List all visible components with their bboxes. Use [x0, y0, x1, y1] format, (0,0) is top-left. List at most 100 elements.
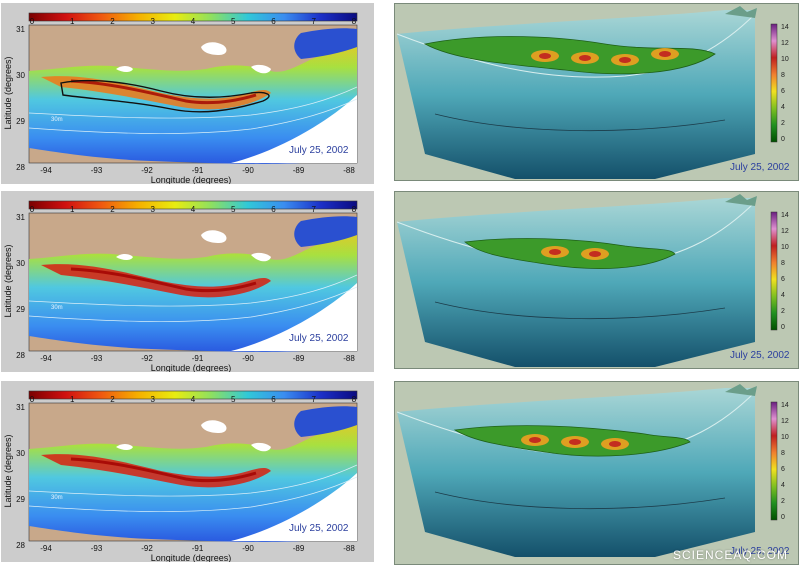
salinity-map-panel: 0 1 2 3 4 5 6 7 8 30m July 25, 2002 31 30 29 28 -94 -93 -…: [1, 191, 374, 372]
x-axis-title: Longitude (degrees): [151, 363, 232, 372]
latitude-tick-label: 28: [16, 163, 25, 172]
depth-tick-label: 0: [781, 514, 785, 521]
latitude-tick-label: 29: [16, 305, 25, 314]
latitude-tick-label: 29: [16, 117, 25, 126]
depth-colorbar: 14 12 10 8 6 4 2 0: [770, 211, 789, 331]
latitude-tick-label: 30: [16, 449, 25, 458]
longitude-tick-label: -92: [141, 544, 153, 553]
longitude-tick-label: -91: [192, 166, 204, 175]
longitude-tick-label: -88: [343, 544, 355, 553]
colorbar-tick-label: 4: [191, 205, 196, 214]
colorbar-tick-label: 2: [110, 205, 115, 214]
hypoxic-zone: [423, 36, 716, 75]
longitude-tick-label: -92: [141, 354, 153, 363]
longitude-tick-label: -89: [293, 354, 305, 363]
colorbar-tick-label: 7: [312, 17, 317, 26]
ocean-volume: [396, 194, 757, 367]
depth-tick-label: 8: [781, 72, 785, 79]
longitude-tick-label: -92: [141, 166, 153, 175]
depth-tick-label: 10: [781, 56, 789, 63]
hypoxia-3d-view-panel: 14 12 10 8 6 4 2 0 July 25, 2002: [394, 381, 799, 565]
x-axis-title: Longitude (degrees): [151, 553, 232, 562]
longitude-tick-label: -91: [192, 354, 204, 363]
longitude-tick-label: -93: [91, 354, 103, 363]
latitude-tick-label: 30: [16, 259, 25, 268]
colorbar-tick-label: 4: [191, 17, 196, 26]
depth-tick-label: 6: [781, 276, 785, 283]
depth-tick-label: 2: [781, 498, 785, 505]
hypoxia-3d-view-panel: 14 12 10 8 6 4 2 0 July 25, 2002: [394, 3, 799, 181]
latitude-tick-label: 31: [16, 403, 25, 412]
longitude-tick-label: -93: [91, 544, 103, 553]
y-axis-title: Latitude (degrees): [3, 56, 13, 129]
watermark: SCIENCEAQ.COM: [672, 548, 788, 562]
map-date: July 25, 2002: [289, 523, 349, 534]
depth-tick-label: 8: [781, 260, 785, 267]
y-axis-title: Latitude (degrees): [3, 244, 13, 317]
colorbar: 0 1 2 3 4 5 6 7 8: [28, 200, 358, 214]
hypoxic-zone: [464, 238, 676, 269]
latitude-tick-label: 30: [16, 71, 25, 80]
depth-tick-label: 14: [781, 24, 789, 31]
depth-tick-label: 0: [781, 136, 785, 143]
map-area: 30m: [28, 402, 358, 542]
outlined-region: [60, 79, 270, 113]
colorbar-tick-label: 1: [70, 17, 75, 26]
colorbar-tick-label: 4: [191, 395, 196, 404]
longitude-tick-label: -93: [91, 166, 103, 175]
colorbar-tick-label: 0: [30, 395, 35, 404]
longitude-tick-label: -94: [40, 166, 52, 175]
depth-tick-label: 12: [781, 228, 789, 235]
colorbar-tick-label: 1: [70, 205, 75, 214]
scene-date: July 25, 2002: [730, 350, 790, 361]
depth-tick-label: 6: [781, 466, 785, 473]
depth-tick-label: 12: [781, 40, 789, 47]
hypoxia-3d-view-panel: 14 12 10 8 6 4 2 0 July 25, 2002: [394, 191, 799, 369]
depth-tick-label: 4: [781, 104, 785, 111]
colorbar-tick-label: 8: [352, 17, 357, 26]
colorbar-tick-label: 6: [271, 205, 276, 214]
depth-colorbar: 14 12 10 8 6 4 2 0: [770, 401, 789, 521]
latitude-tick-label: 29: [16, 495, 25, 504]
colorbar-tick-label: 6: [271, 17, 276, 26]
depth-tick-label: 8: [781, 450, 785, 457]
latitude-tick-label: 28: [16, 351, 25, 360]
longitude-tick-label: -91: [192, 544, 204, 553]
longitude-tick-label: -89: [293, 544, 305, 553]
latitude-tick-label: 28: [16, 541, 25, 550]
depth-tick-label: 10: [781, 244, 789, 251]
longitude-tick-label: -90: [242, 354, 254, 363]
depth-tick-label: 2: [781, 120, 785, 127]
longitude-tick-label: -94: [40, 354, 52, 363]
depth-tick-label: 14: [781, 402, 789, 409]
depth-tick-label: 4: [781, 292, 785, 299]
colorbar-tick-label: 8: [352, 205, 357, 214]
depth-tick-label: 14: [781, 212, 789, 219]
colorbar: 0 1 2 3 4 5 6 7 8: [28, 12, 358, 26]
colorbar-tick-label: 0: [30, 17, 35, 26]
colorbar-tick-label: 1: [70, 395, 75, 404]
colorbar-tick-label: 2: [110, 17, 115, 26]
contour-label: 30m: [51, 117, 63, 123]
map-area: 30m: [28, 212, 358, 352]
scene-date: July 25, 2002: [730, 162, 790, 173]
map-date: July 25, 2002: [289, 333, 349, 344]
x-axis-title: Longitude (degrees): [151, 175, 232, 184]
longitude-tick-label: -89: [293, 166, 305, 175]
y-axis-title: Latitude (degrees): [3, 434, 13, 507]
salinity-map-panel: 0 1 2 3 4 5 6 7 8 30m July 25, 2002 31 30 29 28 -94 -93 -…: [1, 381, 374, 562]
contour-label: 30m: [51, 495, 63, 501]
longitude-tick-label: -88: [343, 166, 355, 175]
latitude-tick-label: 31: [16, 25, 25, 34]
depth-tick-label: 10: [781, 434, 789, 441]
colorbar-tick-label: 0: [30, 205, 35, 214]
scene-date: July 25, 2002: [730, 546, 790, 557]
colorbar-tick-label: 3: [151, 17, 156, 26]
depth-tick-label: 4: [781, 482, 785, 489]
colorbar-tick-label: 8: [352, 395, 357, 404]
depth-tick-label: 2: [781, 308, 785, 315]
colorbar-tick-label: 7: [312, 395, 317, 404]
longitude-tick-label: -88: [343, 354, 355, 363]
latitude-tick-label: 31: [16, 213, 25, 222]
longitude-tick-label: -94: [40, 544, 52, 553]
